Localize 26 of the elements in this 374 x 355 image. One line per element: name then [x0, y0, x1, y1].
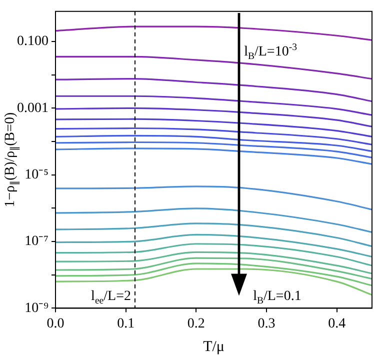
line-series — [56, 186, 372, 210]
x-tick-label: 0.2 — [187, 316, 205, 332]
line-series — [56, 257, 372, 280]
line-series — [56, 243, 372, 266]
line-series — [56, 107, 372, 128]
x-axis-title: T/μ — [203, 339, 224, 355]
line-series — [56, 234, 372, 258]
y-tick-label: 10⁻⁹ — [24, 300, 49, 316]
line-series — [56, 251, 372, 274]
y-tick-label: 10⁻⁷ — [24, 234, 49, 250]
line-series — [56, 127, 372, 146]
line-series — [56, 78, 372, 102]
line-series — [56, 208, 372, 234]
line-series — [56, 134, 372, 152]
line-series — [56, 148, 372, 165]
y-tick-label: 0.100 — [17, 34, 48, 50]
x-tick-label: 0.3 — [258, 316, 276, 332]
line-series — [56, 222, 372, 248]
y-tick-label: 10⁻⁵ — [24, 168, 49, 183]
line-series — [56, 118, 372, 138]
x-tick-label: 0.0 — [46, 316, 64, 332]
line-series — [56, 141, 372, 158]
x-tick-label: 0.4 — [328, 316, 346, 332]
line-series — [56, 95, 372, 116]
line-series — [56, 26, 372, 41]
x-tick-label: 0.1 — [117, 316, 135, 332]
